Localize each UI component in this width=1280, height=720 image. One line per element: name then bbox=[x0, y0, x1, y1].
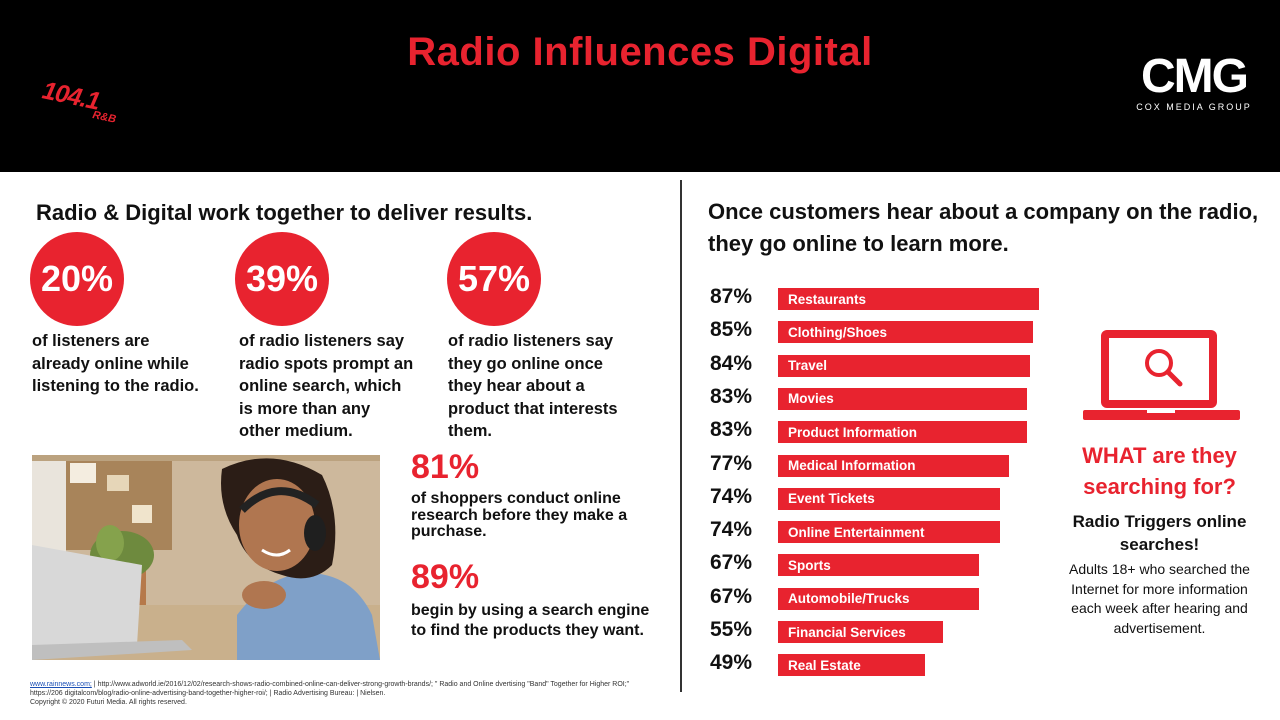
radio-triggers-text: Radio Triggers online searches! bbox=[1072, 512, 1247, 554]
what-searching-heading: WHAT are they searching for? bbox=[1082, 443, 1237, 499]
bar-sports: Sports bbox=[778, 554, 979, 577]
left-heading: Radio & Digital work together to deliver… bbox=[36, 200, 533, 225]
laptop-search-icon bbox=[1083, 326, 1240, 424]
bar-financial-services: Financial Services bbox=[778, 621, 943, 643]
bar-percent-label: 49% bbox=[710, 651, 753, 675]
bar-percent-label: 67% bbox=[710, 551, 753, 575]
bar-medical-information: Medical Information bbox=[778, 454, 1009, 477]
source-citations: www.rainnews.com; | http://www.adworld.i… bbox=[30, 680, 650, 707]
big-stat-1-value: 81% bbox=[411, 448, 480, 486]
station-logo-format: R&B bbox=[91, 109, 118, 126]
bar-online-entertainment: Online Entertainment bbox=[778, 521, 1000, 544]
source-text: | http://www.adworld.ie/2016/12/02/resea… bbox=[30, 681, 630, 697]
stat-circle-3: 57% bbox=[447, 232, 541, 326]
bar-clothing-shoes: Clothing/Shoes bbox=[778, 321, 1033, 344]
stat-text-3: of radio listeners say they go online on… bbox=[448, 332, 618, 440]
bar-travel: Travel bbox=[778, 354, 1030, 377]
bar-percent-label: 83% bbox=[710, 418, 753, 442]
stat-text-1: of listeners are already online while li… bbox=[32, 332, 199, 395]
cmg-logo-name: CMG bbox=[1141, 50, 1249, 103]
big-stat-2-value: 89% bbox=[411, 558, 480, 596]
stat-circle-2: 39% bbox=[235, 232, 329, 326]
column-divider bbox=[680, 180, 682, 692]
bar-percent-label: 67% bbox=[710, 584, 753, 608]
bar-event-tickets: Event Tickets bbox=[778, 487, 1000, 510]
big-stat-2-text: begin by using a search engine to find t… bbox=[411, 602, 650, 639]
bar-percent-label: 85% bbox=[710, 318, 753, 342]
listener-photo bbox=[32, 455, 380, 660]
header-banner: Radio Influences Digital 104.1 R&B CMG C… bbox=[0, 0, 1280, 172]
cmg-logo-subtitle: COX MEDIA GROUP bbox=[1136, 102, 1252, 112]
copyright: Copyright © 2020 Futuri Media. All right… bbox=[30, 699, 187, 706]
bar-movies: Movies bbox=[778, 387, 1027, 410]
bar-percent-label: 87% bbox=[710, 285, 753, 308]
bar-percent-label: 84% bbox=[710, 351, 753, 375]
bar-percent-label: 55% bbox=[710, 618, 753, 641]
stat-circle-1: 20% bbox=[30, 232, 124, 326]
bar-percent-label: 77% bbox=[710, 451, 753, 475]
bar-real-estate: Real Estate bbox=[778, 654, 925, 677]
big-stat-1-text: of shoppers conduct online research befo… bbox=[411, 490, 628, 540]
bar-percent-label: 74% bbox=[710, 518, 753, 542]
bar-percent-label: 74% bbox=[710, 484, 753, 508]
bar-automobile-trucks: Automobile/Trucks bbox=[778, 587, 979, 610]
bar-product-information: Product Information bbox=[778, 421, 1027, 444]
right-heading: Once customers hear about a company on t… bbox=[708, 199, 1259, 256]
bar-percent-label: 83% bbox=[710, 384, 753, 408]
station-logo: 104.1 R&B bbox=[40, 76, 117, 125]
stat-text-2: of radio listeners say radio spots promp… bbox=[239, 332, 414, 440]
cmg-logo: CMG COX MEDIA GROUP bbox=[1128, 50, 1260, 113]
page-title: Radio Influences Digital bbox=[407, 30, 873, 74]
adults-note: Adults 18+ who searched the Internet for… bbox=[1069, 561, 1250, 636]
source-link[interactable]: www.rainnews.com; bbox=[30, 681, 92, 688]
bar-restaurants: Restaurants bbox=[778, 288, 1039, 310]
